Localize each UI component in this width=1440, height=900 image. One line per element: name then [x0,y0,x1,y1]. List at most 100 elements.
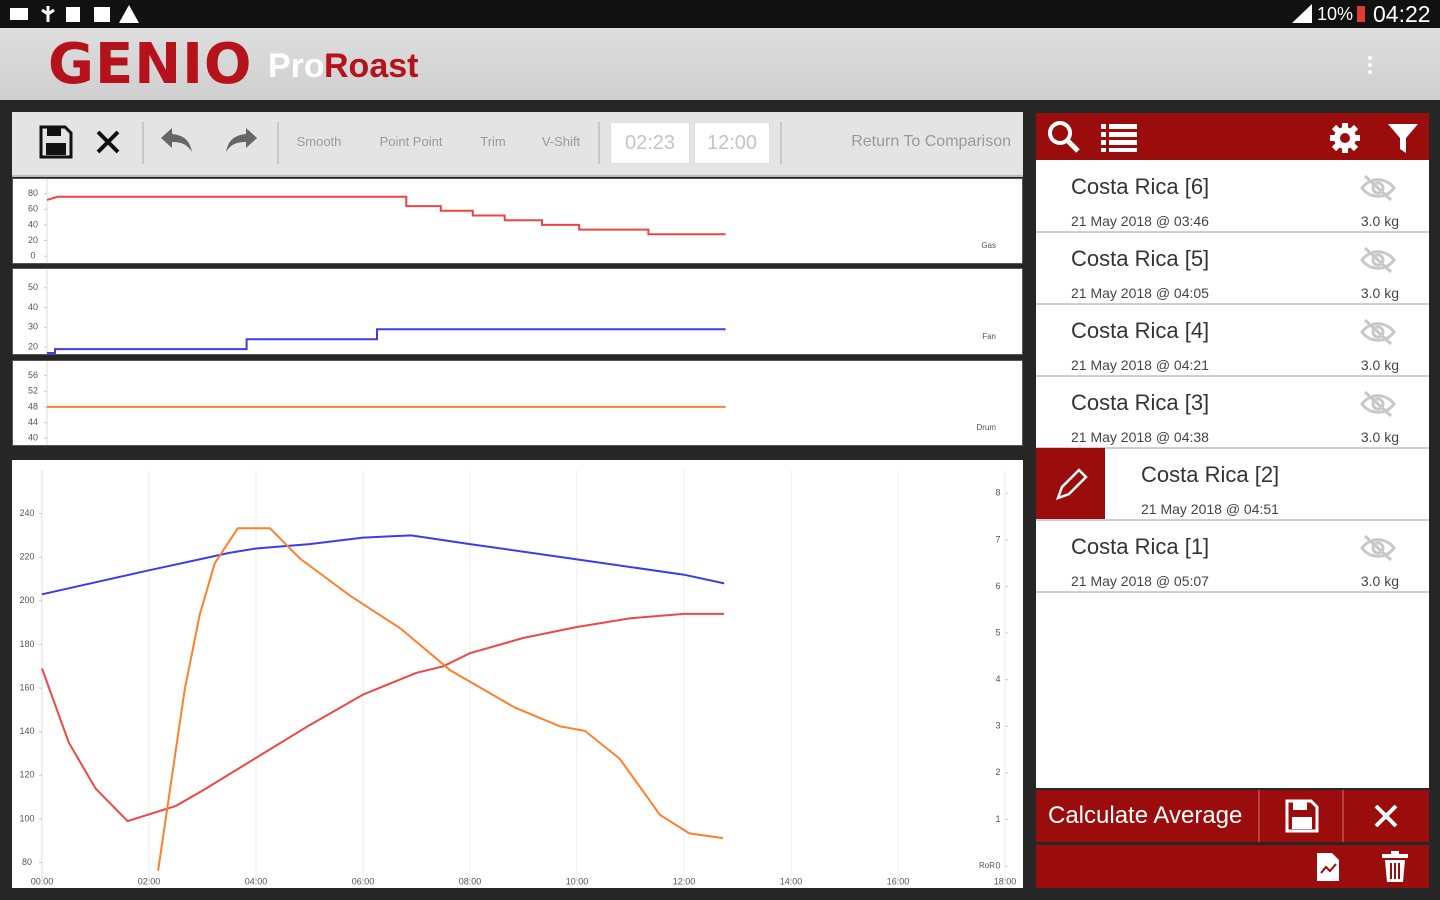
gas-chart: 0 20 40 60 80 Gas [12,178,1023,264]
tool-button[interactable]: Smooth [296,134,342,149]
roast-name: Costa Rica [5] [1071,246,1210,271]
y2-tick-label: 6 [995,581,1000,591]
roast-name: Costa Rica [3] [1071,390,1210,415]
y2-tick-label: 2 [995,767,1000,777]
roast-weight: 3.0 kg [1360,429,1399,445]
tool-button[interactable]: Trim [480,134,506,149]
start-time-input[interactable]: 02:23 [610,122,690,164]
roast-weight: 3.0 kg [1360,213,1399,229]
chart-border [12,360,1023,446]
y-tick-label: 30 [28,322,38,332]
settings-button[interactable] [1328,121,1362,155]
y-tick-label: 52 [28,386,38,396]
y2-tick-label: 1 [995,814,1000,824]
separator [598,122,600,164]
list-button[interactable] [1100,121,1138,153]
close-button[interactable] [94,128,122,156]
status-bar: 10% 04:22 [0,0,1440,28]
separator [1258,790,1260,842]
data-line [41,612,725,823]
x-tick-label: 06:00 [352,876,375,886]
calculate-average-button[interactable]: Calculate Average [1048,802,1243,829]
data-line [46,195,726,236]
signal-icon [1292,4,1312,23]
tool-button[interactable]: V-Shift [541,134,581,149]
export-button[interactable] [1314,851,1342,883]
visibility-toggle[interactable] [1360,390,1396,418]
battery-text: 10% [1317,4,1354,24]
y-tick-label: 40 [28,433,38,443]
x-tick-label: 12:00 [673,876,696,886]
visibility-toggle[interactable] [1360,318,1396,346]
y2-axis-label: RoR [979,861,995,870]
search-button[interactable] [1046,119,1082,155]
data-line [157,527,724,871]
product-prefix: Pro [268,47,325,85]
separator [277,122,279,164]
roast-item[interactable]: Costa Rica [6] 21 May 2018 @ 03:46 3.0 kg [1036,160,1429,233]
overflow-menu[interactable] [1364,54,1376,76]
y-tick-label: 100 [19,813,34,823]
y-tick-label: 40 [28,302,38,312]
x-tick-label: 08:00 [459,876,482,886]
data-line [47,328,726,354]
y-tick-label: 160 [19,682,34,692]
visibility-toggle[interactable] [1360,534,1396,562]
return-button[interactable]: Return To Comparison [851,133,1011,150]
y-tick-label: 20 [28,341,38,351]
roast-item[interactable]: Costa Rica [2] 21 May 2018 @ 04:51 [1036,448,1429,521]
roast-date: 21 May 2018 @ 04:51 [1141,501,1279,517]
roast-name: Costa Rica [6] [1071,174,1210,199]
separator [1342,790,1344,842]
x-tick-label: 16:00 [887,876,910,886]
x-tick-label: 18:00 [994,876,1017,886]
save-button[interactable] [38,124,74,160]
delete-button[interactable] [1380,850,1410,884]
battery-icon [1357,6,1365,22]
roast-item[interactable]: Costa Rica [5] 21 May 2018 @ 04:05 3.0 kg [1036,232,1429,305]
roast-name: Costa Rica [4] [1071,318,1210,343]
separator [142,122,144,164]
clock: 04:22 [1373,1,1431,27]
status-icons [10,5,139,23]
y-tick-label: 140 [19,726,34,736]
y2-tick-label: 8 [995,488,1000,498]
save-average-button[interactable] [1284,798,1320,834]
y-tick-label: 50 [28,282,38,292]
y-tick-label: 80 [22,857,32,867]
logo: GENIO [48,32,253,97]
end-time-input[interactable]: 12:00 [694,122,770,164]
roast-name: Costa Rica [1] [1071,534,1210,559]
edit-button[interactable] [1036,448,1105,519]
roast-item[interactable]: Costa Rica [3] 21 May 2018 @ 04:38 3.0 kg [1036,376,1429,449]
tool-button[interactable]: Point Point [379,134,443,149]
close-average-button[interactable] [1372,802,1400,830]
y-tick-label: 60 [28,204,38,214]
roast-date: 21 May 2018 @ 05:07 [1071,573,1209,589]
roast-item[interactable]: Costa Rica [1] 21 May 2018 @ 05:07 3.0 kg [1036,520,1429,593]
roast-date: 21 May 2018 @ 04:21 [1071,357,1209,373]
calculate-bar: Calculate Average [1036,790,1429,842]
filter-button[interactable] [1386,121,1420,155]
visibility-toggle[interactable] [1360,246,1396,274]
y2-tick-label: 0 [995,860,1000,870]
roast-name: Costa Rica [2] [1141,462,1280,487]
y-tick-label: 20 [28,235,38,245]
y2-tick-label: 4 [995,674,1000,684]
y-tick-label: 120 [19,770,34,780]
chart-label: Fan [982,332,996,341]
bottom-bar [1036,845,1429,888]
roast-item[interactable]: Costa Rica [4] 21 May 2018 @ 04:21 3.0 kg [1036,304,1429,377]
separator [780,122,782,164]
roast-weight: 3.0 kg [1360,357,1399,373]
visibility-toggle[interactable] [1360,174,1396,202]
toolbar: Smooth Point Point Trim V-Shift 02:23 12… [12,112,1023,177]
undo-button[interactable] [158,124,194,154]
redo-button[interactable] [224,124,260,154]
x-tick-label: 10:00 [566,876,589,886]
y-tick-label: 220 [19,552,34,562]
roast-chart: 00:00 02:00 04:00 06:00 08:00 10:00 12:00 14:00… [12,460,1023,888]
y-tick-label: 40 [28,219,38,229]
roast-list: Costa Rica [6] 21 May 2018 @ 03:46 3.0 kg C… [1036,160,1429,788]
